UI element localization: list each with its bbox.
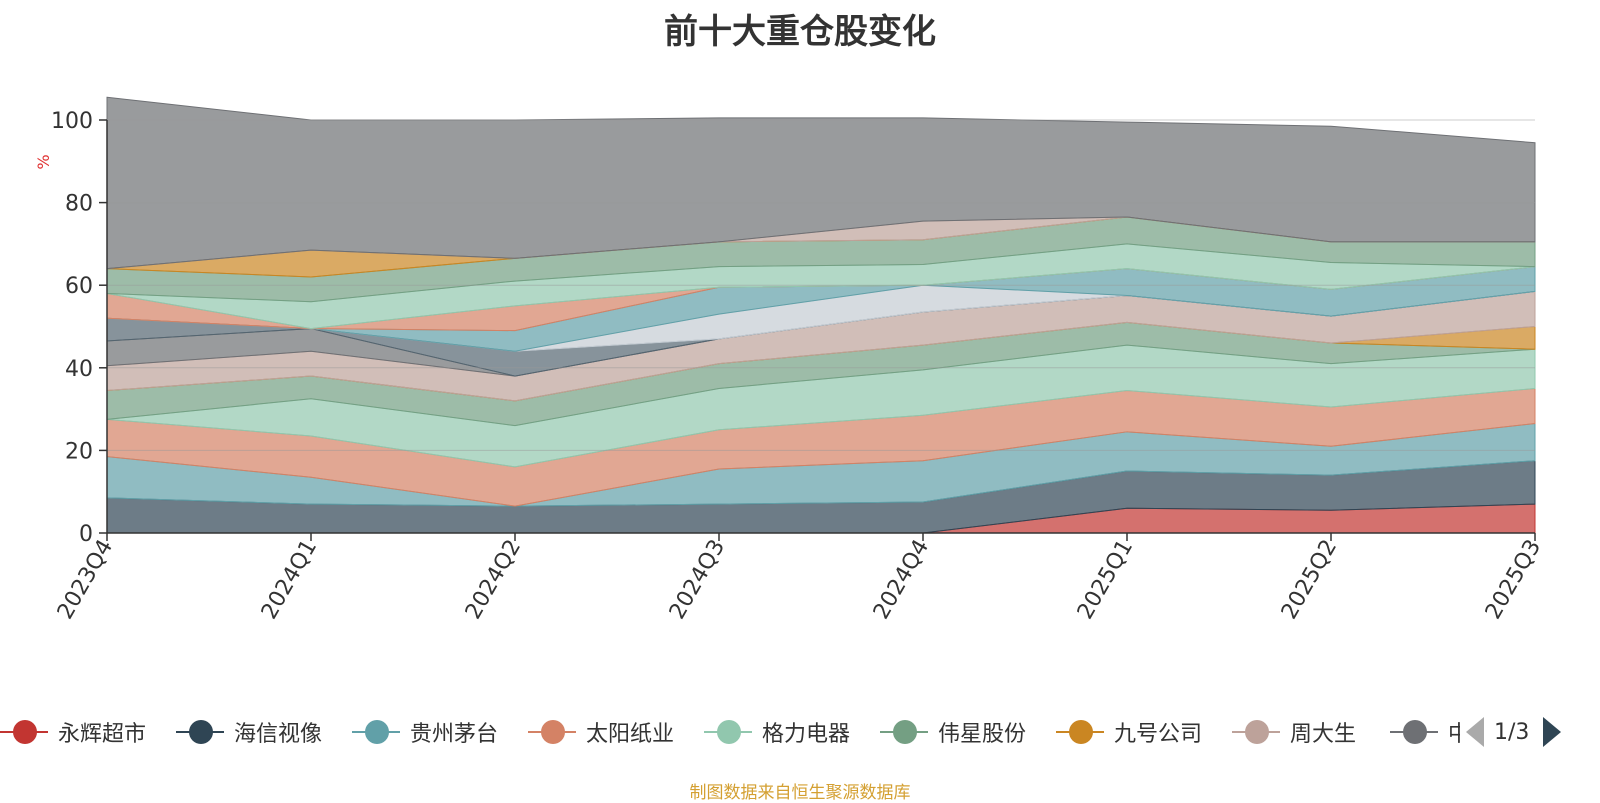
legend-item[interactable]: 中国海油	[1390, 712, 1460, 752]
legend-dot-icon	[1403, 720, 1427, 744]
legend-label: 海信视像	[234, 722, 323, 747]
legend-label: 伟星股份	[938, 722, 1027, 747]
legend-dot-icon	[189, 720, 213, 744]
legend-label: 太阳纸业	[586, 722, 675, 747]
legend-marker-icon	[352, 720, 400, 744]
legend-item[interactable]: 格力电器	[704, 712, 850, 752]
area-series-18	[106, 96, 1536, 270]
legend-item[interactable]: 九号公司	[1056, 712, 1202, 752]
legend-dot-icon	[717, 720, 741, 744]
legend-next-page-icon[interactable]	[1543, 717, 1562, 747]
legend-dot-icon	[541, 720, 565, 744]
legend-item[interactable]: 海信视像	[176, 712, 322, 752]
legend-marker-icon	[1056, 720, 1104, 744]
legend-dot-icon	[1245, 720, 1269, 744]
legend-dot-icon	[365, 720, 389, 744]
legend-marker-icon	[528, 720, 576, 744]
x-tick-label: 2024Q3	[665, 536, 730, 624]
y-tick-label: 20	[65, 439, 93, 464]
legend-item[interactable]: 永辉超市	[0, 712, 146, 752]
area-layers	[106, 96, 1536, 534]
legend-dot-icon	[1069, 720, 1093, 744]
legend-marker-icon	[704, 720, 752, 744]
y-axis-unit: %	[34, 154, 53, 169]
x-tick-label: 2024Q1	[257, 536, 322, 624]
y-tick-label: 80	[65, 192, 93, 217]
legend-label: 贵州茅台	[410, 722, 499, 747]
area-chart: 0 20 40 60 80 100 2023Q4 2024Q1 2024Q2 2024Q3 2024…	[34, 96, 1546, 624]
legend-item[interactable]: 周大生	[1232, 712, 1356, 752]
legend-label: 周大生	[1290, 722, 1357, 747]
y-tick-label: 0	[79, 522, 93, 547]
x-tick-label: 2025Q3	[1481, 536, 1546, 624]
legend-dot-icon	[893, 720, 917, 744]
x-tick-label: 2025Q1	[1073, 536, 1138, 624]
data-source-note: 制图数据来自恒生聚源数据库	[689, 783, 911, 803]
legend-marker-icon	[1232, 720, 1280, 744]
legend-item[interactable]: 太阳纸业	[528, 712, 674, 752]
legend-marker-icon	[176, 720, 224, 744]
x-tick-label: 2023Q4	[53, 536, 118, 624]
legend-pager: 1/3	[1466, 712, 1562, 752]
y-tick-label: 60	[65, 274, 93, 299]
legend: 永辉超市 海信视像 贵州茅台 太阳纸业 格力电器 伟星股份 九号公司 周大生 中国海油	[0, 712, 1460, 752]
legend-label: 格力电器	[762, 722, 851, 747]
x-tick-label: 2025Q2	[1277, 536, 1342, 624]
x-tick-label: 2024Q4	[869, 536, 934, 624]
y-tick-label: 40	[65, 357, 93, 382]
chart-title: 前十大重仓股变化	[664, 12, 936, 52]
legend-page-indicator: 1/3	[1494, 719, 1530, 745]
legend-item[interactable]: 贵州茅台	[352, 712, 498, 752]
legend-label: 中国海油	[1448, 722, 1460, 747]
legend-prev-page-icon[interactable]	[1466, 717, 1484, 747]
legend-marker-icon	[0, 720, 48, 744]
legend-dot-icon	[13, 720, 37, 744]
legend-marker-icon	[880, 720, 928, 744]
y-tick-label: 100	[51, 109, 93, 134]
legend-item[interactable]: 伟星股份	[880, 712, 1026, 752]
legend-label: 永辉超市	[58, 722, 147, 747]
legend-marker-icon	[1390, 720, 1438, 744]
legend-label: 九号公司	[1114, 722, 1203, 747]
x-tick-label: 2024Q2	[461, 536, 526, 624]
